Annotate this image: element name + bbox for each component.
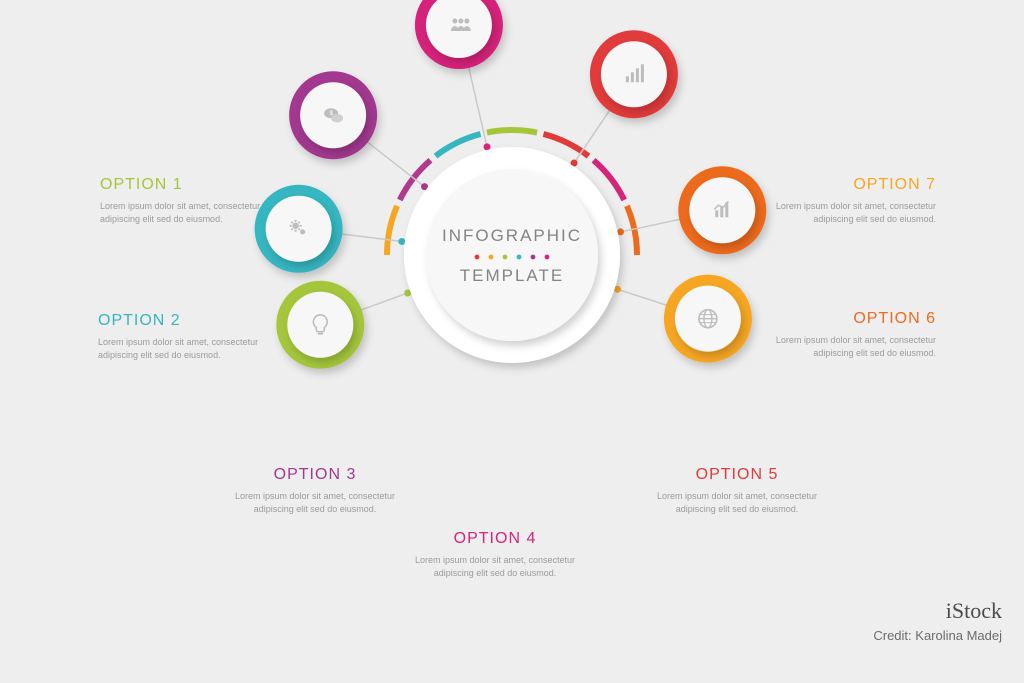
- option-6: OPTION 6 Lorem ipsum dolor sit amet, cons…: [766, 310, 936, 359]
- option-body: Lorem ipsum dolor sit amet, consectetur …: [100, 200, 270, 225]
- option-title: OPTION 1: [100, 176, 270, 194]
- option-body: Lorem ipsum dolor sit amet, consectetur …: [652, 490, 822, 515]
- option-body: Lorem ipsum dolor sit amet, consectetur …: [766, 200, 936, 225]
- option-title: OPTION 6: [766, 310, 936, 328]
- option-node-4: [415, 0, 503, 69]
- option-body: Lorem ipsum dolor sit amet, consectetur …: [230, 490, 400, 515]
- option-body: Lorem ipsum dolor sit amet, consectetur …: [98, 336, 268, 361]
- option-node-6: [678, 166, 766, 254]
- option-2: OPTION 2 Lorem ipsum dolor sit amet, cons…: [98, 312, 268, 361]
- option-title: OPTION 7: [766, 176, 936, 194]
- option-title: OPTION 4: [410, 530, 580, 548]
- option-body: Lorem ipsum dolor sit amet, consectetur …: [410, 554, 580, 579]
- center-title: INFOGRAPHIC: [442, 226, 582, 245]
- option-4: OPTION 4 Lorem ipsum dolor sit amet, cons…: [410, 530, 580, 579]
- option-1: OPTION 1 Lorem ipsum dolor sit amet, cons…: [100, 176, 270, 225]
- watermark: iStock Credit: Karolina Madej: [873, 598, 1002, 643]
- option-body: Lorem ipsum dolor sit amet, consectetur …: [766, 334, 936, 359]
- option-7: OPTION 7 Lorem ipsum dolor sit amet, cons…: [766, 176, 936, 225]
- option-node-7: [664, 275, 752, 363]
- option-title: OPTION 5: [652, 466, 822, 484]
- option-node-3: $: [289, 71, 377, 159]
- option-5: OPTION 5 Lorem ipsum dolor sit amet, cons…: [652, 466, 822, 515]
- option-node-5: [590, 30, 678, 118]
- option-node-1: [276, 281, 364, 369]
- option-title: OPTION 3: [230, 466, 400, 484]
- center-subtitle: TEMPLATE: [460, 266, 564, 285]
- option-3: OPTION 3 Lorem ipsum dolor sit amet, cons…: [230, 466, 400, 515]
- option-title: OPTION 2: [98, 312, 268, 330]
- watermark-brand: iStock: [873, 598, 1002, 624]
- watermark-credit: Credit: Karolina Madej: [873, 628, 1002, 643]
